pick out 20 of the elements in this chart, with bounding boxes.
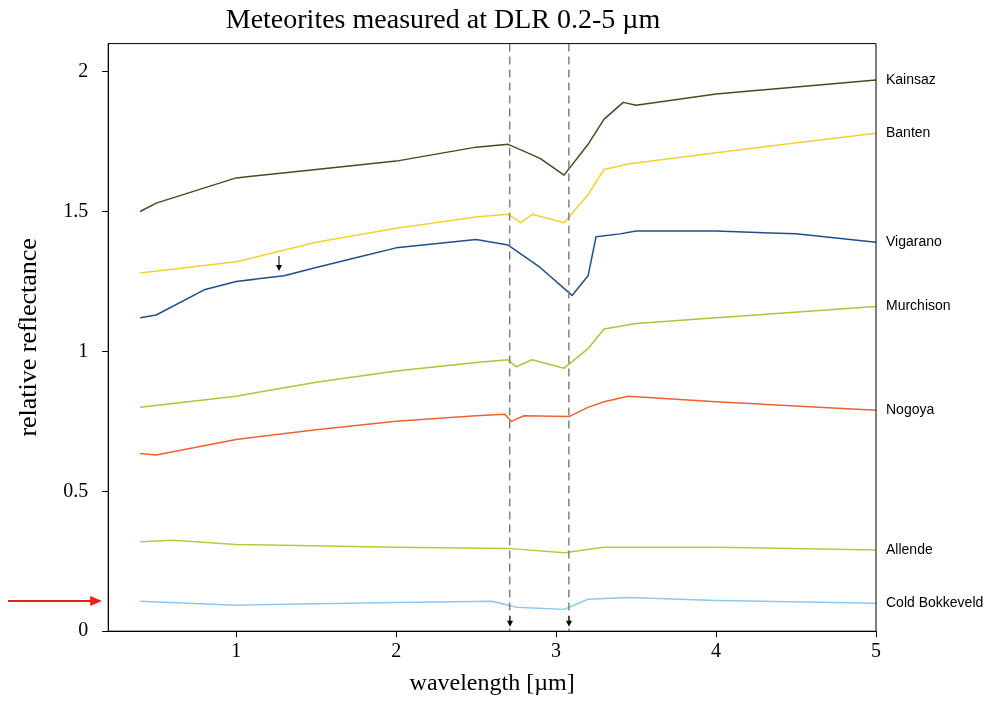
- x-tick-label: 4: [711, 639, 722, 662]
- y-tick-label: 0.5: [63, 478, 89, 501]
- series-label: Nogoya: [886, 401, 935, 418]
- series-label: Murchison: [886, 297, 951, 314]
- series-label: Banten: [886, 124, 931, 140]
- x-tick-label: 3: [551, 639, 562, 662]
- y-tick-label: 0: [78, 618, 89, 641]
- series-label: Kainsaz: [886, 70, 936, 87]
- y-tick-label: 1: [78, 338, 89, 361]
- y-tick-label: 2: [78, 58, 89, 81]
- chart-title: Meteorites measured at DLR 0.2-5 µm: [225, 3, 661, 35]
- series-label: Vigarano: [886, 233, 942, 250]
- x-tick-label: 5: [871, 639, 881, 662]
- x-tick-label: 2: [391, 639, 402, 662]
- x-tick-label: 1: [231, 639, 242, 662]
- series-label: Allende: [886, 540, 933, 557]
- y-tick-label: 1.5: [63, 198, 89, 221]
- y-axis-title: relative reflectance: [13, 238, 43, 437]
- series-label: Cold Bokkeveld: [886, 594, 984, 611]
- x-axis-title: wavelength [µm]: [409, 668, 575, 695]
